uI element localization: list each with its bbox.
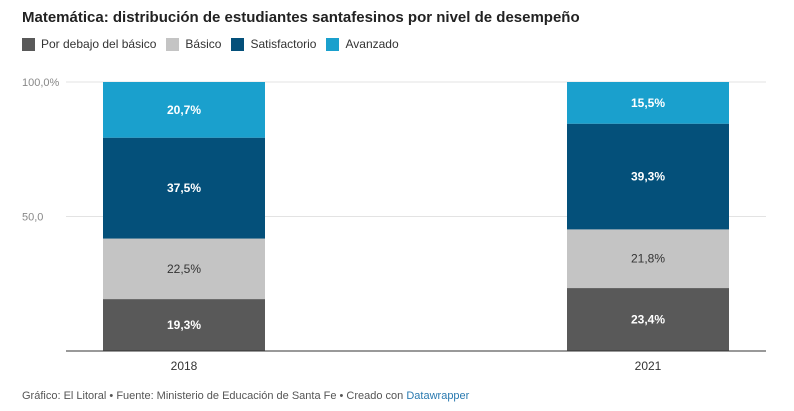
legend-label: Básico — [185, 37, 222, 51]
bar-segment — [567, 123, 729, 230]
legend-label: Avanzado — [345, 37, 399, 51]
data-label: 23,4% — [631, 313, 665, 327]
legend-swatch — [22, 37, 35, 51]
legend-item-avanzado: Avanzado — [326, 37, 399, 51]
data-label: 20,7% — [167, 103, 201, 117]
bar-segment — [103, 238, 265, 300]
bar-segment — [567, 229, 729, 289]
legend-label: Por debajo del básico — [41, 37, 157, 51]
legend-item-satisfactorio: Satisfactorio — [231, 37, 316, 51]
chart-footer: Gráfico: El Litoral • Fuente: Ministerio… — [22, 390, 469, 402]
bar-segment — [567, 288, 729, 351]
legend-swatch — [166, 37, 180, 51]
x-tick-label: 2018 — [171, 359, 198, 373]
bar-segment — [567, 82, 729, 124]
legend-swatch — [326, 37, 340, 51]
bar-segment — [103, 299, 265, 351]
y-tick-label: 100,0% — [22, 77, 60, 89]
data-label: 37,5% — [167, 181, 201, 195]
bar-segment — [103, 137, 265, 239]
datawrapper-link[interactable]: Datawrapper — [406, 390, 470, 402]
y-tick-label: 50,0 — [22, 212, 43, 224]
data-label: 22,5% — [167, 262, 201, 276]
footer-credits: Gráfico: El Litoral • Fuente: Ministerio… — [22, 390, 407, 402]
chart-title: Matemática: distribución de estudiantes … — [22, 9, 580, 26]
data-label: 15,5% — [631, 96, 665, 110]
bar-segment — [103, 82, 265, 138]
legend-item-basico: Básico — [166, 37, 221, 51]
data-label: 21,8% — [631, 252, 665, 266]
legend-item-por-debajo: Por debajo del básico — [22, 37, 156, 51]
chart-legend: Por debajo del básico Básico Satisfactor… — [22, 37, 399, 51]
data-label: 39,3% — [631, 170, 665, 184]
legend-label: Satisfactorio — [250, 37, 317, 51]
data-label: 19,3% — [167, 318, 201, 332]
legend-swatch — [231, 37, 245, 51]
x-tick-label: 2021 — [635, 359, 662, 373]
